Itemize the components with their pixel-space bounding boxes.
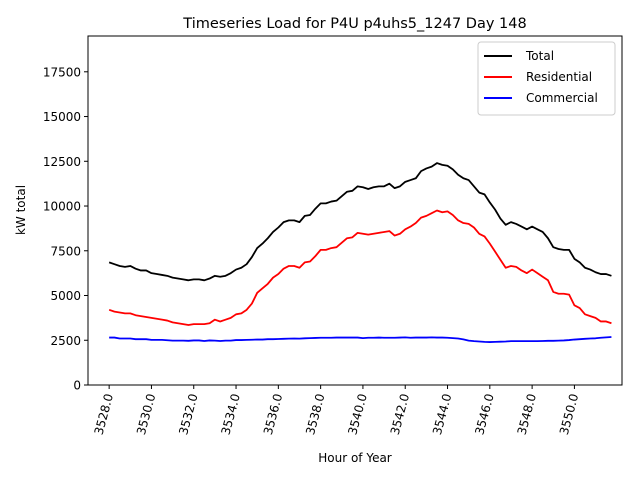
legend-box (477, 41, 616, 116)
chart-title: Timeseries Load for P4U p4uhs5_1247 Day … (182, 16, 526, 32)
y-tick-label: 0 (73, 379, 81, 393)
y-tick-label: 17500 (43, 65, 81, 79)
series-line-total (108, 162, 612, 282)
legend-label-commercial: Commercial (526, 91, 598, 105)
legend-label-total: Total (525, 49, 554, 63)
y-tick-label: 2500 (50, 334, 81, 348)
series-line-commercial (109, 336, 612, 343)
y-tick-label: 7500 (50, 244, 81, 258)
series-lines (108, 162, 612, 343)
y-tick-label: 12500 (43, 155, 81, 169)
plot-frame (87, 35, 623, 386)
series-line-residential (108, 209, 612, 326)
y-axis-ticks: 0 2500 5000 7500 10000 12500 15000 17500 (43, 65, 88, 393)
y-tick-label: 5000 (50, 289, 81, 303)
y-tick-label: 10000 (43, 200, 81, 214)
y-tick-label: 15000 (43, 110, 81, 124)
y-axis-label: kW total (14, 185, 28, 235)
legend: Total Residential Commercial (477, 41, 616, 116)
legend-label-residential: Residential (526, 70, 592, 84)
x-axis-label: Hour of Year (318, 451, 392, 465)
